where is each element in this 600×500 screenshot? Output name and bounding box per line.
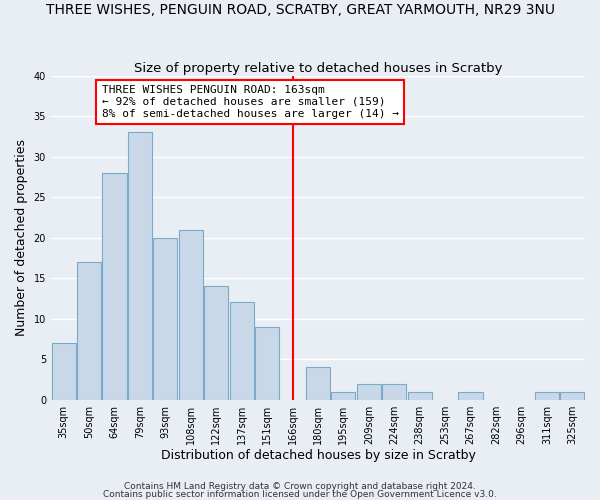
Bar bbox=[560, 392, 584, 400]
X-axis label: Distribution of detached houses by size in Scratby: Distribution of detached houses by size … bbox=[161, 450, 475, 462]
Bar bbox=[306, 368, 330, 400]
Bar bbox=[77, 262, 101, 400]
Bar bbox=[230, 302, 254, 400]
Text: Contains HM Land Registry data © Crown copyright and database right 2024.: Contains HM Land Registry data © Crown c… bbox=[124, 482, 476, 491]
Text: THREE WISHES PENGUIN ROAD: 163sqm
← 92% of detached houses are smaller (159)
8% : THREE WISHES PENGUIN ROAD: 163sqm ← 92% … bbox=[102, 86, 399, 118]
Bar bbox=[255, 327, 279, 400]
Bar bbox=[103, 173, 127, 400]
Bar bbox=[331, 392, 355, 400]
Bar bbox=[382, 384, 406, 400]
Bar bbox=[357, 384, 381, 400]
Title: Size of property relative to detached houses in Scratby: Size of property relative to detached ho… bbox=[134, 62, 502, 74]
Bar bbox=[153, 238, 178, 400]
Bar bbox=[128, 132, 152, 400]
Bar bbox=[52, 343, 76, 400]
Bar bbox=[407, 392, 432, 400]
Text: THREE WISHES, PENGUIN ROAD, SCRATBY, GREAT YARMOUTH, NR29 3NU: THREE WISHES, PENGUIN ROAD, SCRATBY, GRE… bbox=[46, 2, 554, 16]
Bar bbox=[204, 286, 229, 400]
Bar bbox=[458, 392, 482, 400]
Bar bbox=[535, 392, 559, 400]
Bar bbox=[179, 230, 203, 400]
Y-axis label: Number of detached properties: Number of detached properties bbox=[15, 139, 28, 336]
Text: Contains public sector information licensed under the Open Government Licence v3: Contains public sector information licen… bbox=[103, 490, 497, 499]
